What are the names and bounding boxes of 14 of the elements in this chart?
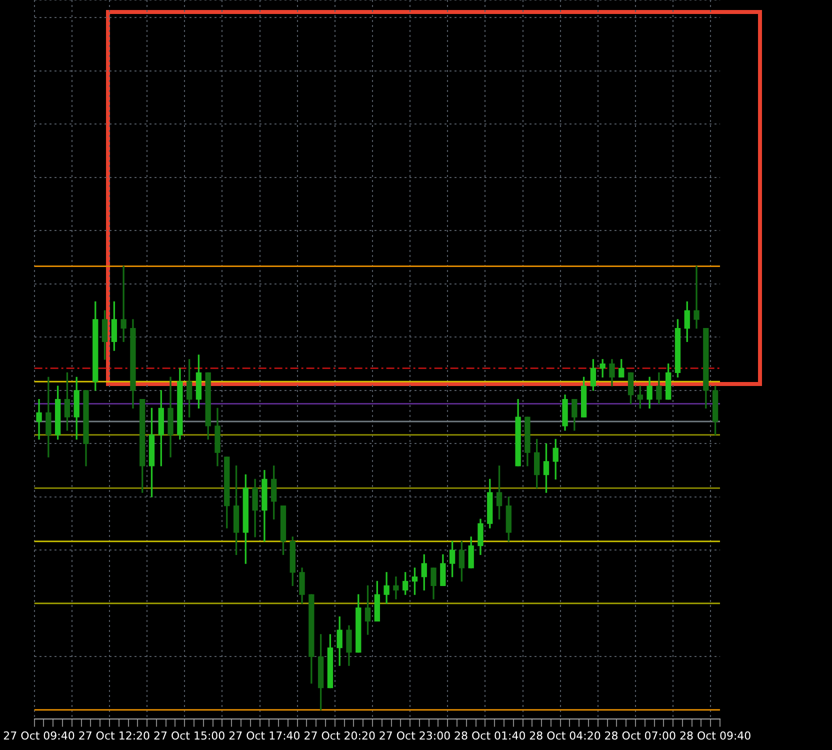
candlestick	[393, 576, 399, 600]
x-tick-label: 27 Oct 09:40	[3, 729, 75, 742]
x-tick-label: 28 Oct 07:00	[604, 729, 676, 742]
candlestick	[36, 399, 42, 440]
x-tick-label: 28 Oct 01:40	[454, 729, 526, 742]
candlestick	[120, 266, 126, 342]
candlestick	[694, 266, 700, 329]
x-tick-label: 27 Oct 12:20	[78, 729, 150, 742]
x-tick-label: 27 Oct 23:00	[378, 729, 451, 742]
x-tick-label: 27 Oct 17:40	[228, 729, 300, 742]
x-tick-label: 27 Oct 15:00	[153, 729, 226, 742]
x-tick-label: 28 Oct 09:40	[679, 729, 752, 742]
x-tick-label: 28 Oct 04:20	[529, 729, 601, 742]
x-tick-label: 27 Oct 20:20	[304, 729, 376, 742]
